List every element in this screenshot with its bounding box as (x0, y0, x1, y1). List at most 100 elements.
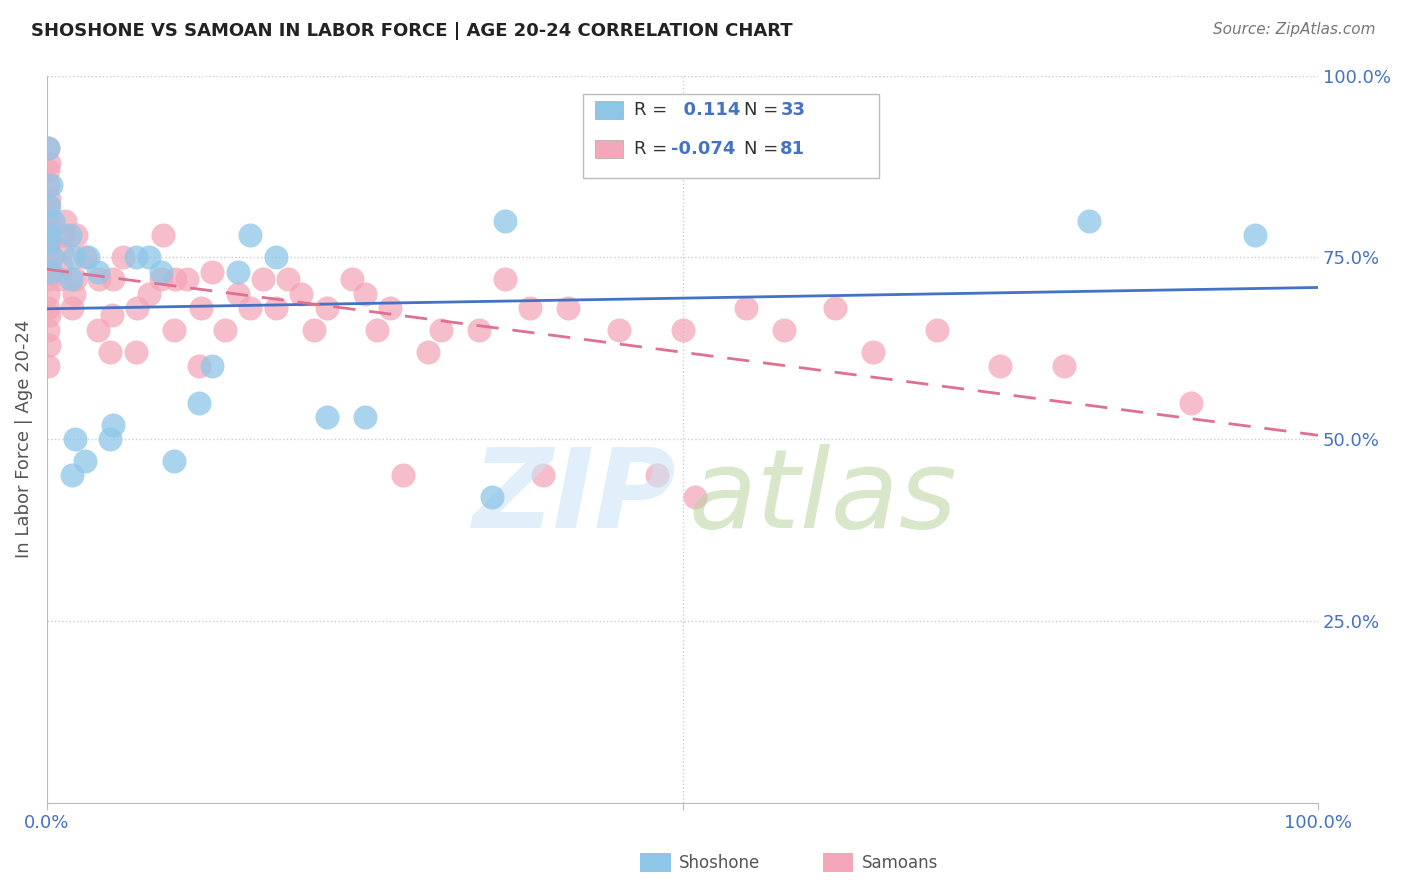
Point (418, 344, 440, 359)
Point (163, 323, 186, 337)
Point (62, 286, 84, 301)
Point (190, 301, 212, 315)
Point (52, 228, 75, 243)
Text: R =: R = (634, 101, 673, 119)
Text: 33: 33 (780, 101, 806, 119)
Text: N =: N = (744, 101, 783, 119)
Point (60, 301, 83, 315)
Point (76, 250, 98, 264)
Point (101, 272, 124, 286)
Point (557, 301, 579, 315)
Point (645, 468, 668, 483)
Point (378, 301, 401, 315)
Point (37, 359, 59, 374)
Text: atlas: atlas (689, 443, 957, 550)
Point (38, 228, 60, 243)
Point (38, 309, 60, 323)
Point (1053, 359, 1076, 374)
Point (607, 323, 630, 337)
Point (87, 272, 110, 286)
Point (127, 301, 149, 315)
Text: SHOSHONE VS SAMOAN IN LABOR FORCE | AGE 20-24 CORRELATION CHART: SHOSHONE VS SAMOAN IN LABOR FORCE | AGE … (31, 22, 793, 40)
Point (37, 199, 59, 213)
Text: 81: 81 (780, 140, 806, 158)
Point (683, 490, 706, 504)
Point (988, 359, 1011, 374)
Text: Shoshone: Shoshone (679, 854, 761, 871)
Point (37, 286, 59, 301)
Point (165, 272, 187, 286)
Point (150, 265, 173, 279)
Point (38, 221, 60, 235)
Point (277, 272, 299, 286)
Point (494, 272, 516, 286)
Point (37, 141, 59, 155)
Point (201, 265, 224, 279)
Point (49, 258, 72, 272)
Point (138, 250, 160, 264)
Point (60, 272, 83, 286)
Point (264, 301, 287, 315)
Point (38, 250, 60, 264)
Point (87, 265, 110, 279)
Point (37, 243, 59, 257)
Point (37, 228, 59, 243)
Point (37, 265, 59, 279)
Point (366, 323, 388, 337)
Point (481, 490, 503, 504)
Text: Source: ZipAtlas.com: Source: ZipAtlas.com (1212, 22, 1375, 37)
Point (239, 301, 262, 315)
Point (1243, 228, 1265, 243)
Point (63, 272, 86, 286)
Point (39, 265, 62, 279)
Point (51, 243, 73, 257)
Point (494, 214, 516, 228)
Point (150, 272, 173, 286)
Point (138, 286, 160, 301)
Point (37, 235, 59, 250)
Point (41, 250, 63, 264)
Point (100, 309, 122, 323)
Point (1180, 395, 1202, 409)
Point (226, 286, 249, 301)
Text: N =: N = (744, 140, 783, 158)
Point (239, 228, 262, 243)
Point (315, 301, 337, 315)
Point (38, 235, 60, 250)
Point (430, 323, 453, 337)
Point (226, 265, 249, 279)
Point (125, 250, 148, 264)
Y-axis label: In Labor Force | Age 20-24: In Labor Force | Age 20-24 (15, 320, 32, 558)
Point (188, 359, 211, 374)
Text: -0.074: -0.074 (671, 140, 735, 158)
Point (290, 286, 312, 301)
Point (100, 432, 122, 446)
Point (59, 228, 82, 243)
Text: R =: R = (634, 140, 673, 158)
Point (925, 323, 948, 337)
Point (62, 250, 84, 264)
Point (1078, 214, 1101, 228)
Point (735, 301, 758, 315)
Point (60, 468, 83, 483)
Point (112, 250, 135, 264)
Point (38, 337, 60, 351)
Point (188, 395, 211, 409)
Point (38, 272, 60, 286)
Text: Samoans: Samoans (862, 854, 938, 871)
Point (214, 323, 236, 337)
Point (824, 301, 846, 315)
Point (63, 432, 86, 446)
Point (176, 272, 198, 286)
Point (353, 286, 375, 301)
Point (353, 410, 375, 425)
Point (73, 250, 96, 264)
Point (37, 323, 59, 337)
Point (37, 301, 59, 315)
Point (862, 344, 884, 359)
Point (65, 228, 87, 243)
Point (519, 301, 541, 315)
Point (264, 250, 287, 264)
Point (340, 272, 363, 286)
Point (37, 141, 59, 155)
